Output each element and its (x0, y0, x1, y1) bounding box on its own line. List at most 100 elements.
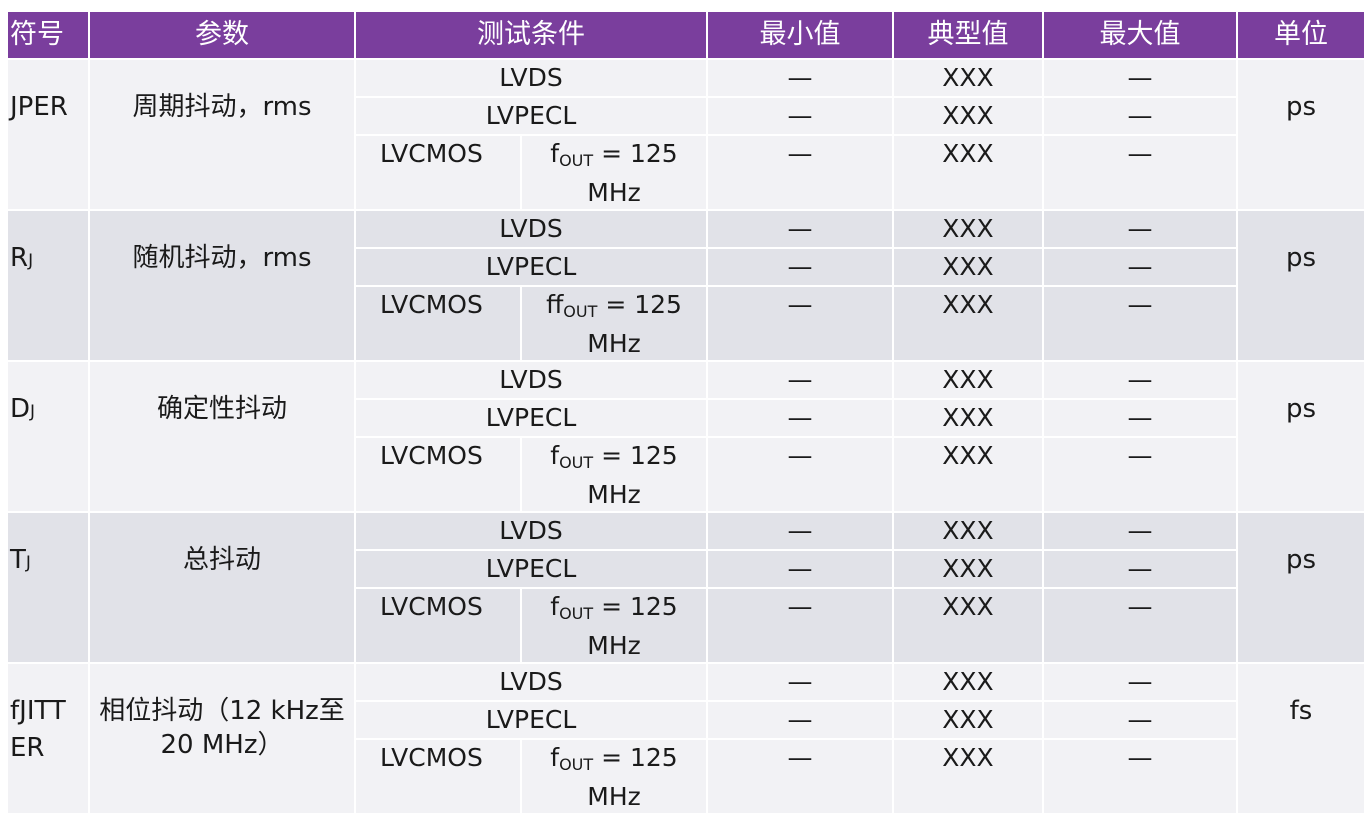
max-value: — (1042, 134, 1238, 211)
table-row: LVPECL — XXX — (7, 247, 1365, 287)
symbol-text-line2: ER (10, 733, 45, 763)
fout-prefix: f (550, 743, 560, 772)
table-row: DJ 确定性抖动 LVDS — XXX — ps (6, 360, 1366, 513)
cond-lvcmos: LVCMOS (354, 587, 522, 664)
symbol-subscript: J (25, 553, 31, 573)
min-value: — (706, 285, 894, 362)
param-text: 总抖动 (182, 545, 261, 575)
table-row: LVCMOS fOUT = 125 MHz — XXX — (7, 134, 1365, 211)
cond-lvds: LVDS (354, 360, 708, 400)
symbol-text: JPER (10, 92, 68, 122)
symbol-cell: fJITT ER (6, 662, 90, 815)
typ-value: XXX (892, 134, 1044, 211)
typ-value: XXX (892, 662, 1044, 702)
cond-lvds: LVDS (354, 511, 708, 551)
typ-value: XXX (892, 511, 1044, 551)
fout-condition: fOUT = 125 MHz (520, 436, 708, 513)
unit-cell: ps (1236, 360, 1366, 513)
cond-lvcmos: LVCMOS (354, 436, 522, 513)
fout-unit: MHz (587, 178, 641, 207)
min-value: — (706, 360, 894, 400)
fout-value: = 125 (593, 139, 678, 168)
table-row: fJITT ER 相位抖动（12 kHz至 20 MHz） LVDS — XXX — fs (6, 662, 1366, 815)
table-row: JPER 周期抖动，rms LVDS — XXX — ps (6, 58, 1366, 211)
header-row: 符号 参数 测试条件 最小值 典型值 最大值 单位 (6, 10, 1366, 60)
cond-lvpecl: LVPECL (354, 398, 708, 438)
typ-value: XXX (892, 360, 1044, 400)
fout-prefix: f (550, 592, 560, 621)
unit-cell: ps (1236, 511, 1366, 664)
cond-lvpecl: LVPECL (354, 549, 708, 589)
symbol-subscript: J (30, 402, 36, 422)
max-value: — (1042, 398, 1238, 438)
min-value: — (706, 247, 894, 287)
header-symbol: 符号 (6, 10, 90, 60)
fout-unit: MHz (587, 631, 641, 660)
min-value: — (706, 700, 894, 740)
typ-value: XXX (892, 209, 1044, 249)
min-value: — (706, 134, 894, 211)
unit-cell: ps (1236, 58, 1366, 211)
typ-value: XXX (892, 96, 1044, 136)
max-value: — (1042, 662, 1238, 702)
max-value: — (1042, 360, 1238, 400)
min-value: — (706, 96, 894, 136)
cond-lvpecl: LVPECL (354, 247, 708, 287)
typ-value: XXX (892, 738, 1044, 815)
fout-value: = 125 (597, 290, 682, 319)
min-value: — (706, 436, 894, 513)
fout-subscript: OUT (563, 302, 598, 321)
header-min: 最小值 (706, 10, 894, 60)
max-value: — (1042, 96, 1238, 136)
symbol-cell: RJ (6, 209, 90, 362)
param-text: 随机抖动，rms (132, 243, 312, 273)
fout-unit: MHz (587, 782, 641, 811)
table-row: LVPECL — XXX — (7, 549, 1365, 589)
table-row: LVCMOS fOUT = 125 MHz — XXX — (7, 436, 1365, 513)
cond-lvpecl: LVPECL (354, 96, 708, 136)
fout-prefix: f (550, 139, 560, 168)
min-value: — (706, 549, 894, 589)
symbol-subscript: J (28, 251, 34, 271)
max-value: — (1042, 209, 1238, 249)
fout-prefix: f (550, 441, 560, 470)
typ-value: XXX (892, 285, 1044, 362)
typ-value: XXX (892, 436, 1044, 513)
cond-lvds: LVDS (354, 209, 708, 249)
min-value: — (706, 662, 894, 702)
min-value: — (706, 209, 894, 249)
table-row: LVCMOS fOUT = 125 MHz — XXX — (7, 738, 1365, 815)
fout-condition: fOUT = 125 MHz (520, 738, 708, 815)
max-value: — (1042, 247, 1238, 287)
typ-value: XXX (892, 398, 1044, 438)
symbol-text: fJITT (10, 696, 66, 726)
table-row: LVCMOS fOUT = 125 MHz — XXX — (7, 587, 1365, 664)
symbol-cell: JPER (6, 58, 90, 211)
symbol-text: R (10, 243, 29, 273)
fout-subscript: OUT (559, 755, 594, 774)
fout-value: = 125 (593, 441, 678, 470)
max-value: — (1042, 738, 1238, 815)
param-cell: 随机抖动，rms (88, 209, 356, 362)
unit-cell: ps (1236, 209, 1366, 362)
cond-lvcmos: LVCMOS (354, 738, 522, 815)
fout-value: = 125 (593, 743, 678, 772)
cond-lvpecl: LVPECL (354, 700, 708, 740)
min-value: — (706, 738, 894, 815)
param-text-line2: 20 MHz） (160, 730, 284, 760)
jitter-spec-table: 符号 参数 测试条件 最小值 典型值 最大值 单位 JPER 周期抖动，rms LV… (6, 10, 1366, 815)
table-row: LVPECL — XXX — (7, 700, 1365, 740)
fout-condition: fOUT = 125 MHz (520, 134, 708, 211)
fout-value: = 125 (593, 592, 678, 621)
header-typ: 典型值 (892, 10, 1044, 60)
param-text: 确定性抖动 (156, 394, 287, 424)
param-cell: 周期抖动，rms (88, 58, 356, 211)
typ-value: XXX (892, 587, 1044, 664)
param-cell: 总抖动 (88, 511, 356, 664)
fout-subscript: OUT (559, 453, 594, 472)
max-value: — (1042, 700, 1238, 740)
table-row: LVPECL — XXX — (7, 398, 1365, 438)
max-value: — (1042, 436, 1238, 513)
header-max: 最大值 (1042, 10, 1238, 60)
fout-unit: MHz (587, 329, 641, 358)
